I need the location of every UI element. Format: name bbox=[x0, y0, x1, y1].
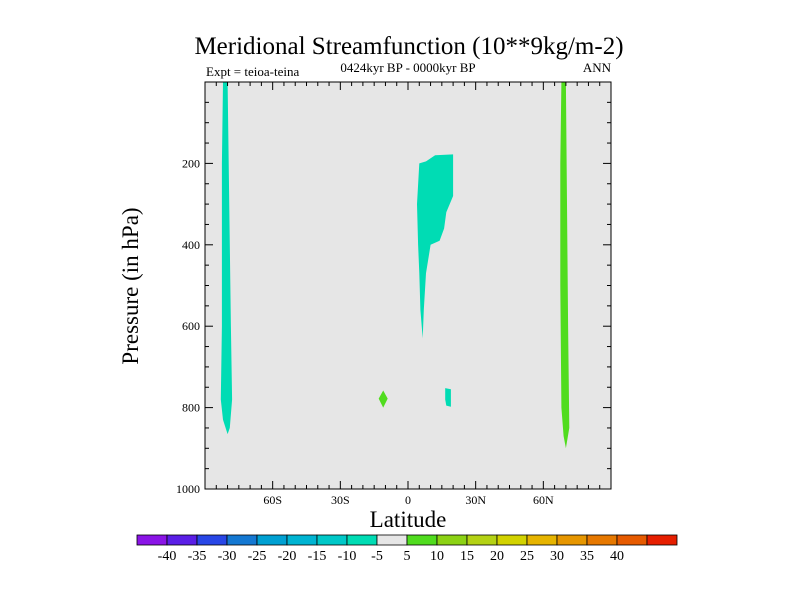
colorbar-label: -25 bbox=[248, 549, 267, 564]
colorbar-swatch bbox=[346, 534, 378, 546]
y-tick-label: 200 bbox=[182, 156, 200, 170]
colorbar-label: 20 bbox=[490, 549, 504, 564]
region-sh-polar-negative-band bbox=[220, 82, 233, 435]
colorbar-label: 25 bbox=[520, 549, 534, 564]
region-nh-polar-positive-band bbox=[560, 82, 570, 449]
season-label: ANN bbox=[583, 60, 612, 75]
colorbar-label: -10 bbox=[338, 549, 357, 564]
colorbar-swatch bbox=[496, 534, 528, 546]
colorbar-label: -35 bbox=[188, 549, 207, 564]
colorbar-label: 35 bbox=[580, 549, 594, 564]
colorbar-swatch bbox=[136, 534, 168, 546]
colorbar-swatch bbox=[466, 534, 498, 546]
colorbar-swatch bbox=[286, 534, 318, 546]
colorbar-label: -20 bbox=[278, 549, 297, 564]
colorbar-label: 15 bbox=[460, 549, 474, 564]
colorbar-swatch bbox=[406, 534, 438, 546]
chart-title: Meridional Streamfunction (10**9kg/m-2) bbox=[194, 33, 623, 60]
x-tick-label: 60S bbox=[263, 493, 282, 507]
x-tick-label: 0 bbox=[405, 493, 411, 507]
x-tick-label: 30N bbox=[465, 493, 486, 507]
colorbar-label: -40 bbox=[158, 549, 177, 564]
y-axis-label: Pressure (in hPa) bbox=[118, 207, 143, 364]
colorbar-swatch bbox=[196, 534, 228, 546]
experiment-label: Expt = teioa-teina bbox=[206, 64, 299, 79]
colorbar-swatch bbox=[556, 534, 588, 546]
colorbar-label: -15 bbox=[308, 549, 327, 564]
time-range-label: 0424kyr BP - 0000kyr BP bbox=[340, 60, 475, 75]
x-tick-label: 30S bbox=[331, 493, 350, 507]
x-tick-label: 60N bbox=[533, 493, 554, 507]
x-axis: 60S 30S 0 30N 60N bbox=[204, 82, 612, 507]
colorbar-label: 40 bbox=[610, 549, 624, 564]
colorbar: -40 -35 -30 -25 -20 -15 -10 -5 5 10 15 20 25 30 35 40 bbox=[136, 534, 678, 564]
y-tick-label: 1000 bbox=[176, 482, 200, 496]
colorbar-swatch bbox=[646, 534, 678, 546]
region-positive-diamond-12s bbox=[378, 390, 388, 408]
colorbar-label: 10 bbox=[430, 549, 444, 564]
y-tick-label: 400 bbox=[182, 238, 200, 252]
y-axis: 200 400 600 800 1000 bbox=[176, 101, 611, 496]
x-axis-label: Latitude bbox=[370, 507, 447, 532]
contour-regions bbox=[220, 82, 570, 449]
plot-area bbox=[205, 82, 611, 489]
colorbar-swatch bbox=[586, 534, 618, 546]
colorbar-label: -5 bbox=[371, 549, 383, 564]
region-tropical-upper-negative-cell bbox=[417, 154, 454, 339]
y-tick-label: 800 bbox=[182, 401, 200, 415]
colorbar-swatch bbox=[616, 534, 648, 546]
colorbar-label: 30 bbox=[550, 549, 564, 564]
region-small-negative-patch-20n bbox=[445, 388, 451, 407]
colorbar-swatch bbox=[376, 534, 408, 546]
colorbar-swatch bbox=[226, 534, 258, 546]
colorbar-swatch bbox=[316, 534, 348, 546]
colorbar-swatch bbox=[436, 534, 468, 546]
colorbar-label: 5 bbox=[404, 549, 411, 564]
colorbar-swatch bbox=[166, 534, 198, 546]
y-tick-label: 600 bbox=[182, 319, 200, 333]
colorbar-swatch bbox=[526, 534, 558, 546]
colorbar-swatch bbox=[256, 534, 288, 546]
colorbar-label: -30 bbox=[218, 549, 237, 564]
